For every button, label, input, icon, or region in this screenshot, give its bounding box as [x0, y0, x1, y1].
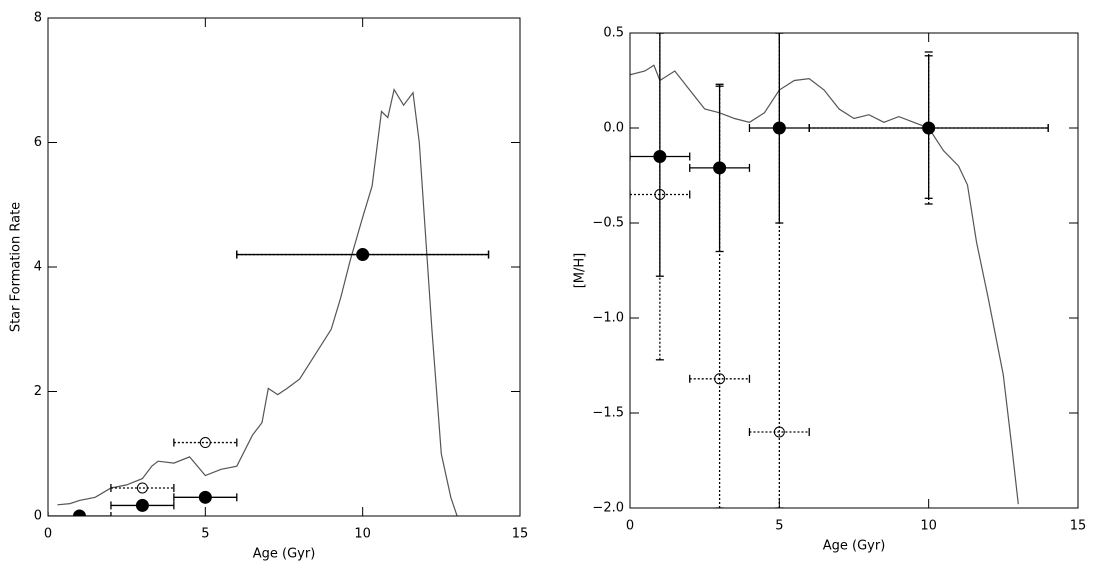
y-tick-label: 8: [34, 11, 42, 26]
x-tick-label: 0: [44, 527, 52, 542]
axes-frame: [629, 32, 1079, 509]
panel: 0 5 10 15 −2.0 −1.5 −1.0 −0.5 0.0 0.5 Age (Gyr) [M/…: [573, 26, 1087, 554]
y-tick-label: 0: [34, 509, 42, 524]
x-tick-label: 5: [775, 519, 783, 534]
open-point: [199, 437, 211, 449]
x-axis-label: Age (Gyr): [253, 547, 316, 562]
x-tick-label: 10: [354, 527, 371, 542]
filled-point: [713, 161, 727, 175]
model-curve: [57, 88, 458, 516]
filled-point: [356, 248, 370, 262]
plot-area: [630, 33, 1049, 508]
filled-point: [72, 509, 86, 516]
x-error-bar: [48, 512, 112, 516]
x-error-bar: [110, 483, 175, 492]
y-tick-label: −1.0: [592, 311, 624, 326]
x-tick-label: 15: [1070, 519, 1087, 534]
y-tick-label: 6: [34, 135, 42, 150]
x-axis-label: Age (Gyr): [823, 539, 886, 554]
y-tick-label: 4: [34, 260, 42, 275]
filled-point: [922, 121, 936, 135]
y-tick-label: −1.5: [592, 406, 624, 421]
y-tick-label: 2: [34, 384, 42, 399]
filled-point: [772, 121, 786, 135]
y-axis-label: [M/H]: [573, 253, 588, 289]
y-tick-label: −2.0: [592, 501, 624, 516]
x-tick-label: 0: [626, 519, 634, 534]
filled-point: [198, 490, 212, 504]
y-tick-label: −0.5: [592, 216, 624, 231]
model-curve: [630, 64, 1019, 505]
y-error-bar: [775, 33, 784, 508]
y-tick-label: 0.0: [603, 121, 624, 136]
open-point: [714, 373, 726, 385]
x-tick-label: 10: [920, 519, 937, 534]
filled-point: [653, 150, 667, 163]
axes-frame: [47, 17, 521, 517]
x-error-bar: [173, 438, 238, 447]
y-tick-label: 0.5: [603, 26, 624, 41]
x-tick-label: 15: [512, 527, 529, 542]
x-tick-label: 5: [201, 527, 209, 542]
open-point: [136, 482, 148, 494]
plot-area: [48, 88, 490, 516]
y-axis-label: Star Formation Rate: [9, 202, 24, 332]
open-point: [773, 426, 785, 438]
filled-point: [135, 498, 149, 512]
panel: 0 5 10 15 0 2 4 6 8 Age (Gyr) Star Formation Rate: [9, 11, 529, 562]
